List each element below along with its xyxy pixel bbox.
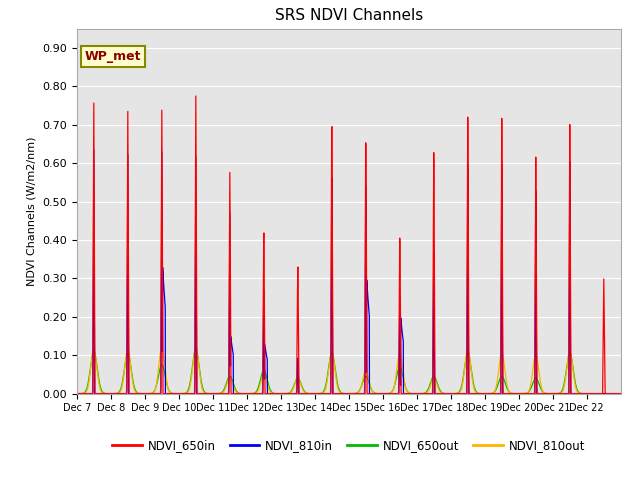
NDVI_650in [611, 391, 619, 396]
Title: SRS NDVI Channels: SRS NDVI Channels [275, 9, 423, 24]
NDVI_650out [611, 391, 619, 396]
NDVI_810in [73, 391, 81, 396]
NDVI_810in [617, 391, 625, 396]
Line: NDVI_810out: NDVI_810out [77, 348, 621, 394]
NDVI_650in [467, 391, 474, 396]
NDVI_810in [534, 391, 541, 396]
NDVI_810in [611, 391, 619, 396]
NDVI_810out [73, 391, 81, 396]
NDVI_810in [501, 391, 509, 396]
NDVI_810out [501, 369, 509, 375]
NDVI_650in [184, 391, 192, 396]
NDVI_810in [467, 391, 474, 396]
Line: NDVI_650out: NDVI_650out [77, 349, 621, 394]
Legend: NDVI_650in, NDVI_810in, NDVI_650out, NDVI_810out: NDVI_650in, NDVI_810in, NDVI_650out, NDV… [108, 434, 590, 457]
NDVI_650out [192, 347, 200, 352]
NDVI_650out [184, 387, 192, 393]
NDVI_810out [611, 391, 619, 396]
NDVI_810out [617, 391, 625, 396]
NDVI_650in [419, 391, 426, 396]
NDVI_810out [467, 361, 474, 367]
NDVI_810in [184, 391, 192, 396]
Text: WP_met: WP_met [85, 50, 141, 63]
NDVI_650out [617, 391, 625, 396]
NDVI_650out [419, 391, 426, 396]
NDVI_810out [158, 345, 166, 350]
Y-axis label: NDVI Channels (W/m2/nm): NDVI Channels (W/m2/nm) [27, 136, 36, 286]
NDVI_810in [90, 146, 98, 152]
NDVI_650out [73, 391, 81, 396]
Line: NDVI_810in: NDVI_810in [77, 149, 621, 394]
NDVI_650in [192, 93, 200, 99]
NDVI_650out [467, 361, 474, 367]
NDVI_810out [184, 389, 192, 395]
NDVI_810in [419, 391, 426, 396]
NDVI_650in [534, 391, 541, 396]
NDVI_650in [73, 391, 81, 396]
NDVI_650in [501, 391, 509, 396]
NDVI_810out [419, 391, 426, 396]
Line: NDVI_650in: NDVI_650in [77, 96, 621, 394]
NDVI_650out [534, 378, 541, 384]
NDVI_650out [501, 380, 509, 386]
NDVI_650in [617, 391, 625, 396]
NDVI_810out [534, 360, 541, 366]
